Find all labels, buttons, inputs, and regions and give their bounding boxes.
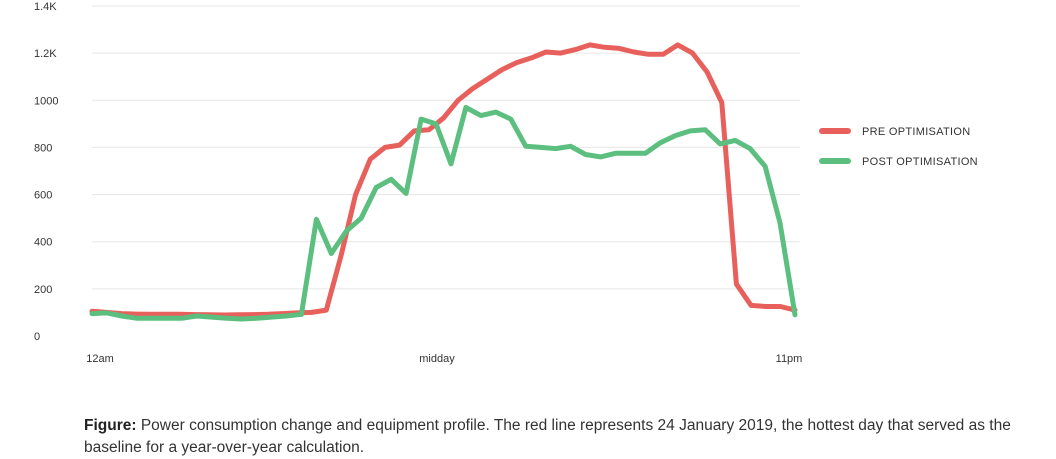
legend: PRE OPTIMISATION POST OPTIMISATION (822, 126, 978, 168)
y-tick-label: 1000 (34, 95, 58, 107)
series-line-pre-optimisation (92, 45, 795, 315)
y-tick-label: 1.4K (34, 1, 57, 13)
series-lines (92, 45, 795, 319)
legend-label: POST OPTIMISATION (862, 156, 978, 168)
y-tick-label: 0 (34, 331, 40, 343)
x-axis-ticks: 12am midday 11pm (86, 353, 802, 365)
series-line-post-optimisation (92, 107, 795, 319)
x-tick-label: 11pm (776, 353, 803, 365)
y-axis-ticks: 0 200 400 600 800 1000 1.2K 1.4K (34, 1, 58, 343)
x-tick-label: midday (419, 353, 455, 365)
y-tick-label: 400 (34, 237, 52, 249)
y-tick-label: 1.2K (34, 48, 57, 60)
x-tick-label: 12am (86, 353, 114, 365)
y-tick-label: 600 (34, 190, 52, 202)
caption-label: Figure: (84, 417, 137, 434)
line-chart: 0 200 400 600 800 1000 1.2K 1.4K 12am midday 11pm… (0, 0, 1056, 405)
y-tick-label: 200 (34, 284, 52, 296)
caption-text: Power consumption change and equipment p… (84, 417, 1011, 456)
y-tick-label: 800 (34, 142, 52, 154)
figure-caption: Figure: Power consumption change and equ… (84, 415, 1044, 459)
legend-label: PRE OPTIMISATION (862, 126, 971, 138)
